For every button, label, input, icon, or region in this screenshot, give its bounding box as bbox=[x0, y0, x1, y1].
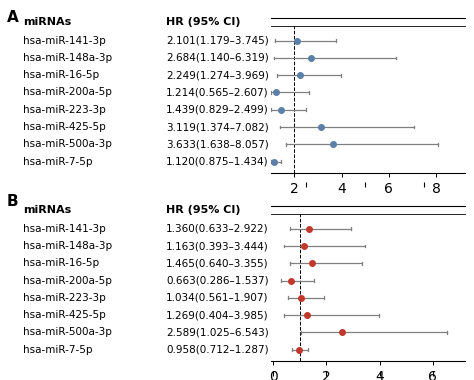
Text: 3.633(1.638–8.057): 3.633(1.638–8.057) bbox=[166, 139, 269, 149]
Text: 2.589(1.025–6.543): 2.589(1.025–6.543) bbox=[166, 328, 269, 337]
Text: hsa-miR-16-5p: hsa-miR-16-5p bbox=[23, 258, 100, 268]
Text: 0.914: 0.914 bbox=[430, 293, 460, 303]
Text: 0.002: 0.002 bbox=[430, 139, 460, 149]
Text: 0.684: 0.684 bbox=[430, 310, 460, 320]
Text: 0.005: 0.005 bbox=[430, 70, 460, 80]
Text: miRNAs: miRNAs bbox=[23, 17, 72, 27]
Text: 0.024: 0.024 bbox=[430, 53, 460, 63]
Text: 1.439(0.829–2.499): 1.439(0.829–2.499) bbox=[166, 105, 269, 115]
Text: A: A bbox=[7, 10, 19, 24]
Text: 0.338: 0.338 bbox=[430, 276, 460, 286]
Text: 2.249(1.274–3.969): 2.249(1.274–3.969) bbox=[166, 70, 269, 80]
Text: 1.034(0.561–1.907): 1.034(0.561–1.907) bbox=[166, 293, 268, 303]
Text: 0.044: 0.044 bbox=[430, 328, 460, 337]
Text: hsa-miR-148a-3p: hsa-miR-148a-3p bbox=[23, 53, 112, 63]
Text: hsa-miR-200a-5p: hsa-miR-200a-5p bbox=[23, 276, 112, 286]
Text: 1.465(0.640–3.355): 1.465(0.640–3.355) bbox=[166, 258, 269, 268]
Text: P value: P value bbox=[414, 205, 460, 215]
Text: hsa-miR-148a-3p: hsa-miR-148a-3p bbox=[23, 241, 112, 251]
Text: 0.367: 0.367 bbox=[430, 258, 460, 268]
Text: 1.214(0.565–2.607): 1.214(0.565–2.607) bbox=[166, 87, 269, 98]
Text: B: B bbox=[7, 194, 19, 209]
Text: 0.007: 0.007 bbox=[430, 122, 460, 132]
Text: hsa-miR-7-5p: hsa-miR-7-5p bbox=[23, 345, 93, 355]
Text: 0.196: 0.196 bbox=[430, 105, 460, 115]
Text: hsa-miR-141-3p: hsa-miR-141-3p bbox=[23, 224, 106, 234]
Text: 2.101(1.179–3.745): 2.101(1.179–3.745) bbox=[166, 36, 269, 46]
Text: HR (95% CI): HR (95% CI) bbox=[166, 17, 240, 27]
Text: 0.620: 0.620 bbox=[430, 87, 460, 98]
Text: miRNAs: miRNAs bbox=[23, 205, 72, 215]
Text: 0.431: 0.431 bbox=[430, 224, 460, 234]
Text: P value: P value bbox=[414, 17, 460, 27]
Text: hsa-miR-223-3p: hsa-miR-223-3p bbox=[23, 293, 106, 303]
Text: 1.269(0.404–3.985): 1.269(0.404–3.985) bbox=[166, 310, 269, 320]
Text: hsa-miR-425-5p: hsa-miR-425-5p bbox=[23, 310, 106, 320]
Text: 0.785: 0.785 bbox=[430, 241, 460, 251]
Text: 0.663(0.286–1.537): 0.663(0.286–1.537) bbox=[166, 276, 269, 286]
Text: hsa-miR-425-5p: hsa-miR-425-5p bbox=[23, 122, 106, 132]
Text: hsa-miR-500a-3p: hsa-miR-500a-3p bbox=[23, 139, 112, 149]
Text: 1.360(0.633–2.922): 1.360(0.633–2.922) bbox=[166, 224, 269, 234]
Text: hsa-miR-500a-3p: hsa-miR-500a-3p bbox=[23, 328, 112, 337]
Text: 1.163(0.393–3.444): 1.163(0.393–3.444) bbox=[166, 241, 269, 251]
Text: hsa-miR-7-5p: hsa-miR-7-5p bbox=[23, 157, 93, 167]
Text: 3.119(1.374–7.082): 3.119(1.374–7.082) bbox=[166, 122, 269, 132]
Text: HR (95% CI): HR (95% CI) bbox=[166, 205, 240, 215]
Text: 0.958(0.712–1.287): 0.958(0.712–1.287) bbox=[166, 345, 269, 355]
Text: hsa-miR-16-5p: hsa-miR-16-5p bbox=[23, 70, 100, 80]
Text: hsa-miR-200a-5p: hsa-miR-200a-5p bbox=[23, 87, 112, 98]
Text: hsa-miR-223-3p: hsa-miR-223-3p bbox=[23, 105, 106, 115]
Text: 2.684(1.140–6.319): 2.684(1.140–6.319) bbox=[166, 53, 269, 63]
Text: 1.120(0.875–1.434): 1.120(0.875–1.434) bbox=[166, 157, 269, 167]
Text: 0.367: 0.367 bbox=[430, 157, 460, 167]
Text: 0.774: 0.774 bbox=[430, 345, 460, 355]
Text: hsa-miR-141-3p: hsa-miR-141-3p bbox=[23, 36, 106, 46]
Text: 0.012: 0.012 bbox=[430, 36, 460, 46]
